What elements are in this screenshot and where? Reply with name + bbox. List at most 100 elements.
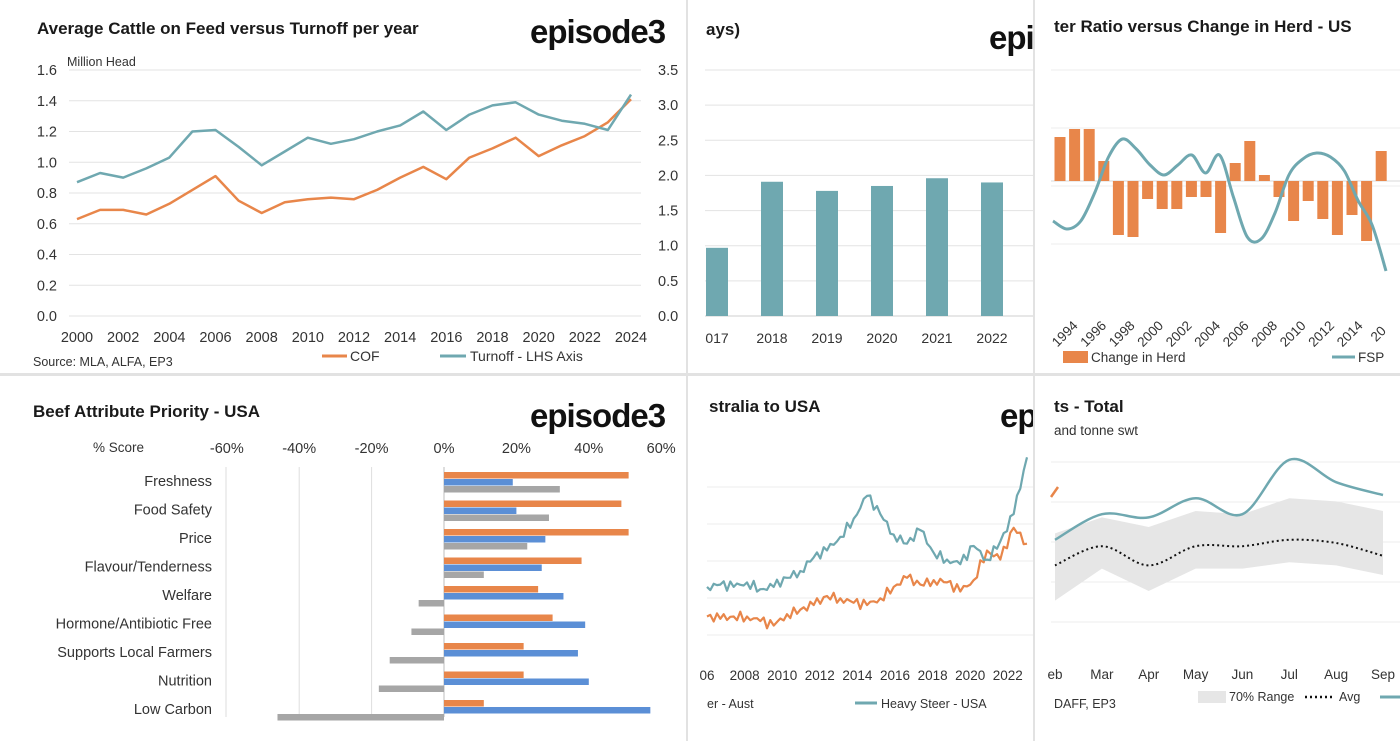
herd-change-bar: [1244, 141, 1256, 181]
y-tick-label: 0.4: [37, 248, 57, 264]
attribute-bar: [444, 564, 542, 571]
x-tick-label: Apr: [1138, 667, 1160, 682]
range-band: [1055, 498, 1383, 601]
herd-change-bar: [1200, 181, 1212, 197]
x-tick-label: 017: [705, 330, 729, 346]
x-tick-label: -40%: [282, 441, 316, 457]
x-tick-label: 2012: [805, 668, 835, 683]
herd-change-bar: [1331, 181, 1343, 235]
x-tick-label: 2022: [976, 330, 1007, 346]
x-tick-label: Aug: [1324, 667, 1348, 682]
source-note-fragment: DAFF, EP3: [1054, 697, 1116, 711]
x-tick-label: 60%: [647, 441, 676, 457]
legend-label-cof: COF: [350, 348, 380, 364]
x-tick-label: 2010: [292, 330, 324, 346]
x-tick-label: eb: [1047, 667, 1062, 682]
herd-change-bar: [1302, 181, 1314, 201]
bar: [926, 178, 948, 316]
chart-title-fragment: stralia to USA: [709, 397, 820, 416]
legend-label-fsp: FSP: [1358, 350, 1384, 365]
cattle-on-feed-chart: Average Cattle on Feed versus Turnoff pe…: [33, 13, 678, 369]
y-tick-label: 1.2: [37, 125, 57, 141]
attribute-bar: [378, 685, 444, 692]
episode3-logo: episode3: [530, 13, 666, 50]
source-note: Source: MLA, ALFA, EP3: [33, 355, 173, 369]
x-tick-label: Sep: [1371, 667, 1395, 682]
x-tick-label: 2004: [153, 330, 185, 346]
attribute-bar: [444, 707, 651, 714]
chart-title: Beef Attribute Priority - USA: [33, 402, 260, 421]
x-tick-label: -20%: [355, 441, 389, 457]
category-label: Hormone/Antibiotic Free: [56, 617, 212, 633]
x-tick-label: 2020: [523, 330, 555, 346]
x-tick-label: 2008: [1248, 318, 1280, 350]
y2-tick-label: 2.0: [658, 168, 678, 184]
x-tick-label: 2006: [199, 330, 231, 346]
panel-divider: [0, 373, 1400, 376]
y2-tick-label: 3.0: [658, 98, 678, 114]
x-tick-label: 2014: [1334, 318, 1366, 350]
annual-bar-chart-panel: ays) epi 017201820192020202120222: [687, 0, 1033, 372]
y-axis-label: Million Head: [67, 55, 136, 69]
attribute-bar: [444, 514, 549, 521]
attribute-bar: [444, 479, 513, 486]
attribute-bar: [444, 571, 484, 578]
herd-change-bar: [1258, 175, 1270, 181]
x-tick-label: 2012: [1305, 318, 1337, 350]
attribute-bar: [411, 628, 444, 635]
x-tick-label: 2014: [384, 330, 416, 346]
herd-change-bar: [1171, 181, 1183, 209]
bar: [706, 247, 728, 316]
episode3-logo: episode3: [530, 397, 666, 434]
x-tick-label: 1994: [1049, 318, 1081, 350]
bar: [761, 181, 783, 316]
x-tick-label: 2012: [338, 330, 370, 346]
herd-change-bar: [1069, 129, 1081, 181]
category-label: Nutrition: [158, 674, 212, 690]
herd-change-bar: [1054, 137, 1066, 181]
y-tick-label: 1.0: [37, 155, 57, 171]
herd-change-bar: [1142, 181, 1154, 199]
axis-label: % Score: [93, 440, 144, 455]
herd-change-bar: [1288, 181, 1300, 221]
legend-swatch-range: [1198, 691, 1226, 703]
herd-change-bar: [1112, 181, 1124, 235]
attribute-bar: [444, 586, 539, 593]
attribute-bar: [418, 600, 444, 607]
attribute-bar: [444, 621, 586, 628]
episode3-logo-partial: epi: [989, 19, 1033, 56]
legend-label-turnoff: Turnoff - LHS Axis: [470, 348, 583, 364]
fsp-series-line: [1052, 137, 1388, 272]
x-tick-label: 2018: [476, 330, 508, 346]
bar: [816, 190, 838, 316]
chart-title-fragment: ter Ratio versus Change in Herd - US: [1054, 17, 1352, 36]
bar: [981, 182, 1003, 316]
herd-change-bar: [1185, 181, 1197, 197]
turnoff-series-line: [76, 93, 633, 184]
chart-title-fragment: ays): [706, 20, 740, 39]
category-label: Food Safety: [134, 503, 213, 519]
episode3-logo-partial: ep: [1000, 397, 1033, 434]
x-tick-label: 2024: [615, 330, 647, 346]
herd-change-bar: [1127, 181, 1139, 237]
attribute-bar: [444, 543, 528, 550]
cattle-on-feed-chart-panel: Average Cattle on Feed versus Turnoff pe…: [0, 0, 687, 372]
y-axis-label-fragment: and tonne swt: [1054, 423, 1138, 438]
beef-attribute-chart-panel: Beef Attribute Priority - USA episode3 %…: [0, 377, 687, 741]
x-tick-label: 2004: [1191, 318, 1223, 350]
x-tick-label: 2000: [1134, 318, 1166, 350]
aust-series-line: [706, 526, 1028, 630]
herd-change-bar: [1273, 181, 1285, 197]
seasonal-total-chart-panel: ts - Total and tonne swt eb Mar Apr May Jun J…: [1033, 377, 1400, 741]
herd-change-bar: [1375, 151, 1387, 181]
attribute-bar: [444, 671, 524, 678]
x-tick-label: 2010: [1277, 318, 1309, 350]
y2-tick-label: 1.5: [658, 204, 678, 220]
x-tick-label: 2018: [918, 668, 948, 683]
x-tick-label: 2016: [880, 668, 910, 683]
attribute-bar: [444, 614, 553, 621]
avg-series-line: [1054, 538, 1384, 567]
attribute-bar: [444, 500, 622, 507]
y2-tick-label: 0.5: [658, 274, 678, 290]
